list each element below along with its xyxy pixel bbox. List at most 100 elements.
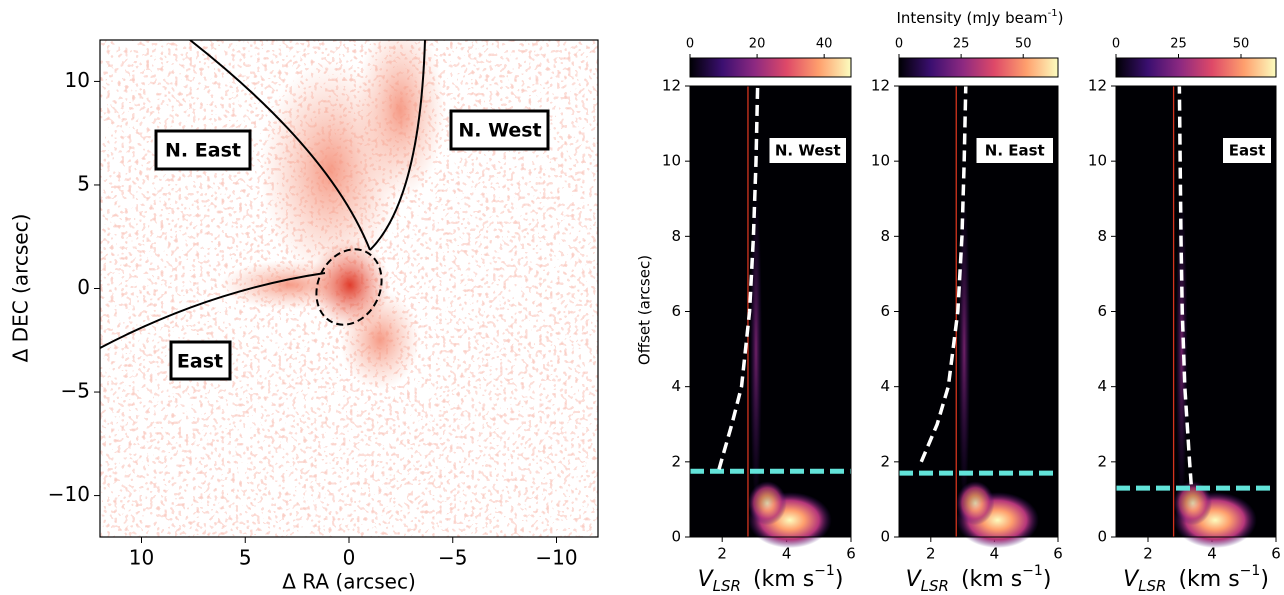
y-tick-label: 5	[77, 171, 90, 195]
y-tick-label: 4	[1097, 377, 1107, 395]
panel-label: N. East	[985, 142, 1045, 160]
y-tick-label: 8	[880, 227, 890, 245]
x-axis-label: VLSR (km s−1)	[1123, 563, 1269, 595]
y-tick-label: 0	[77, 275, 90, 299]
y-tick-label: 4	[671, 377, 681, 395]
y-tick-label: 12	[871, 77, 890, 95]
colorbar-tick-label: 50	[1015, 37, 1032, 52]
y-axis-label: Offset (arcsec)	[636, 255, 654, 365]
region-label: N. East	[165, 140, 241, 162]
x-tick-label: 6	[846, 545, 856, 563]
colorbar-tick-label: 20	[749, 37, 766, 52]
colorbar-tick-label: 0	[1112, 37, 1120, 52]
emission	[1175, 191, 1188, 507]
outflow-edge	[100, 272, 326, 349]
x-tick-label: 6	[1271, 545, 1281, 563]
x-axis-label: Δ RA (arcsec)	[282, 570, 416, 594]
panel-label: East	[1229, 142, 1265, 160]
y-tick-label: 6	[671, 302, 681, 320]
y-tick-label: 0	[671, 528, 681, 546]
x-axis-label-part: LSR	[1138, 577, 1166, 595]
label-box	[976, 138, 1053, 163]
label-box	[154, 129, 252, 171]
colorbar-title-end: )	[1058, 9, 1064, 27]
x-tick-label: 6	[1053, 545, 1063, 563]
y-tick-label: 10	[1088, 152, 1107, 170]
region-label: N. West	[458, 120, 541, 142]
x-axis-label-part: −1	[1240, 563, 1261, 579]
colorbar-tick-label: 0	[895, 37, 903, 52]
map-panel	[100, 40, 598, 537]
x-tick-label: 2	[1143, 545, 1153, 563]
axes-frame	[689, 85, 852, 538]
y-tick-label: 2	[880, 452, 890, 470]
emission	[1173, 481, 1213, 526]
x-axis-label-part: V	[906, 567, 923, 592]
colorbar-tick-label: 50	[1233, 37, 1250, 52]
y-tick-label: 10	[65, 68, 90, 92]
x-axis-label: VLSR (km s−1)	[906, 563, 1052, 595]
x-axis-label-part: )	[1260, 567, 1269, 592]
y-tick-label: 4	[880, 377, 890, 395]
x-axis-label-part: V	[698, 567, 715, 592]
y-tick-label: −5	[61, 379, 90, 403]
axes-frame	[898, 85, 1059, 538]
colorbar	[1115, 57, 1277, 78]
colorbar-tick-label: 40	[816, 37, 833, 52]
y-axis-label: Δ DEC (arcsec)	[9, 214, 33, 363]
y-tick-label: 8	[671, 227, 681, 245]
x-axis-label-part: −1	[1022, 563, 1043, 579]
x-axis-label-part: (km s	[961, 567, 1022, 592]
label-box	[769, 138, 846, 163]
x-axis-label-part: (km s	[753, 567, 814, 592]
y-tick-label: 2	[1097, 452, 1107, 470]
y-tick-label: 10	[871, 152, 890, 170]
y-tick-label: −10	[48, 482, 90, 506]
emission	[956, 481, 995, 526]
colorbar-title-sup: -1	[1048, 8, 1058, 19]
x-tick-label: 0	[343, 546, 356, 570]
x-axis-label-part: V	[1123, 567, 1140, 592]
y-tick-label: 8	[1097, 227, 1107, 245]
x-tick-label: −5	[438, 546, 467, 570]
colorbar-tick-label: 25	[1170, 37, 1187, 52]
emission	[747, 481, 787, 526]
outflow-edge	[189, 40, 371, 251]
model-curve	[717, 85, 760, 470]
x-axis-label-part: )	[835, 567, 844, 592]
colorbar-title: Intensity (mJy beam-1)	[897, 8, 1064, 27]
y-tick-label: 6	[1097, 302, 1107, 320]
region-label: East	[177, 351, 223, 373]
x-axis-label-part: LSR	[921, 577, 949, 595]
y-tick-label: 6	[880, 302, 890, 320]
emission	[355, 40, 445, 200]
y-tick-label: 12	[662, 77, 681, 95]
y-tick-label: 12	[1088, 77, 1107, 95]
x-tick-label: 10	[129, 546, 154, 570]
x-axis-label-part: (km s	[1178, 567, 1239, 592]
panel-label: N. West	[775, 142, 841, 160]
y-tick-label: 0	[1097, 528, 1107, 546]
x-tick-label: 2	[926, 545, 936, 563]
x-axis-label-part: )	[1043, 567, 1052, 592]
y-tick-label: 2	[671, 452, 681, 470]
colorbar-tick-label: 25	[953, 37, 970, 52]
colorbar	[689, 57, 852, 78]
x-tick-label: 2	[717, 545, 727, 563]
core-outline	[315, 248, 383, 326]
core	[310, 240, 390, 330]
emission	[958, 191, 971, 507]
colorbar-title-main: Intensity (mJy beam	[897, 9, 1048, 27]
x-tick-label: 4	[990, 545, 1000, 563]
outflow-edge	[369, 40, 426, 251]
y-tick-label: 10	[662, 152, 681, 170]
x-tick-label: 5	[239, 546, 252, 570]
model-curve	[1177, 85, 1193, 485]
colorbar	[898, 57, 1059, 78]
label-box	[169, 340, 232, 381]
x-axis-label-part: −1	[814, 563, 835, 579]
model-curve	[919, 85, 968, 463]
x-axis-label: VLSR (km s−1)	[698, 563, 844, 595]
x-axis-label-part: LSR	[713, 577, 741, 595]
